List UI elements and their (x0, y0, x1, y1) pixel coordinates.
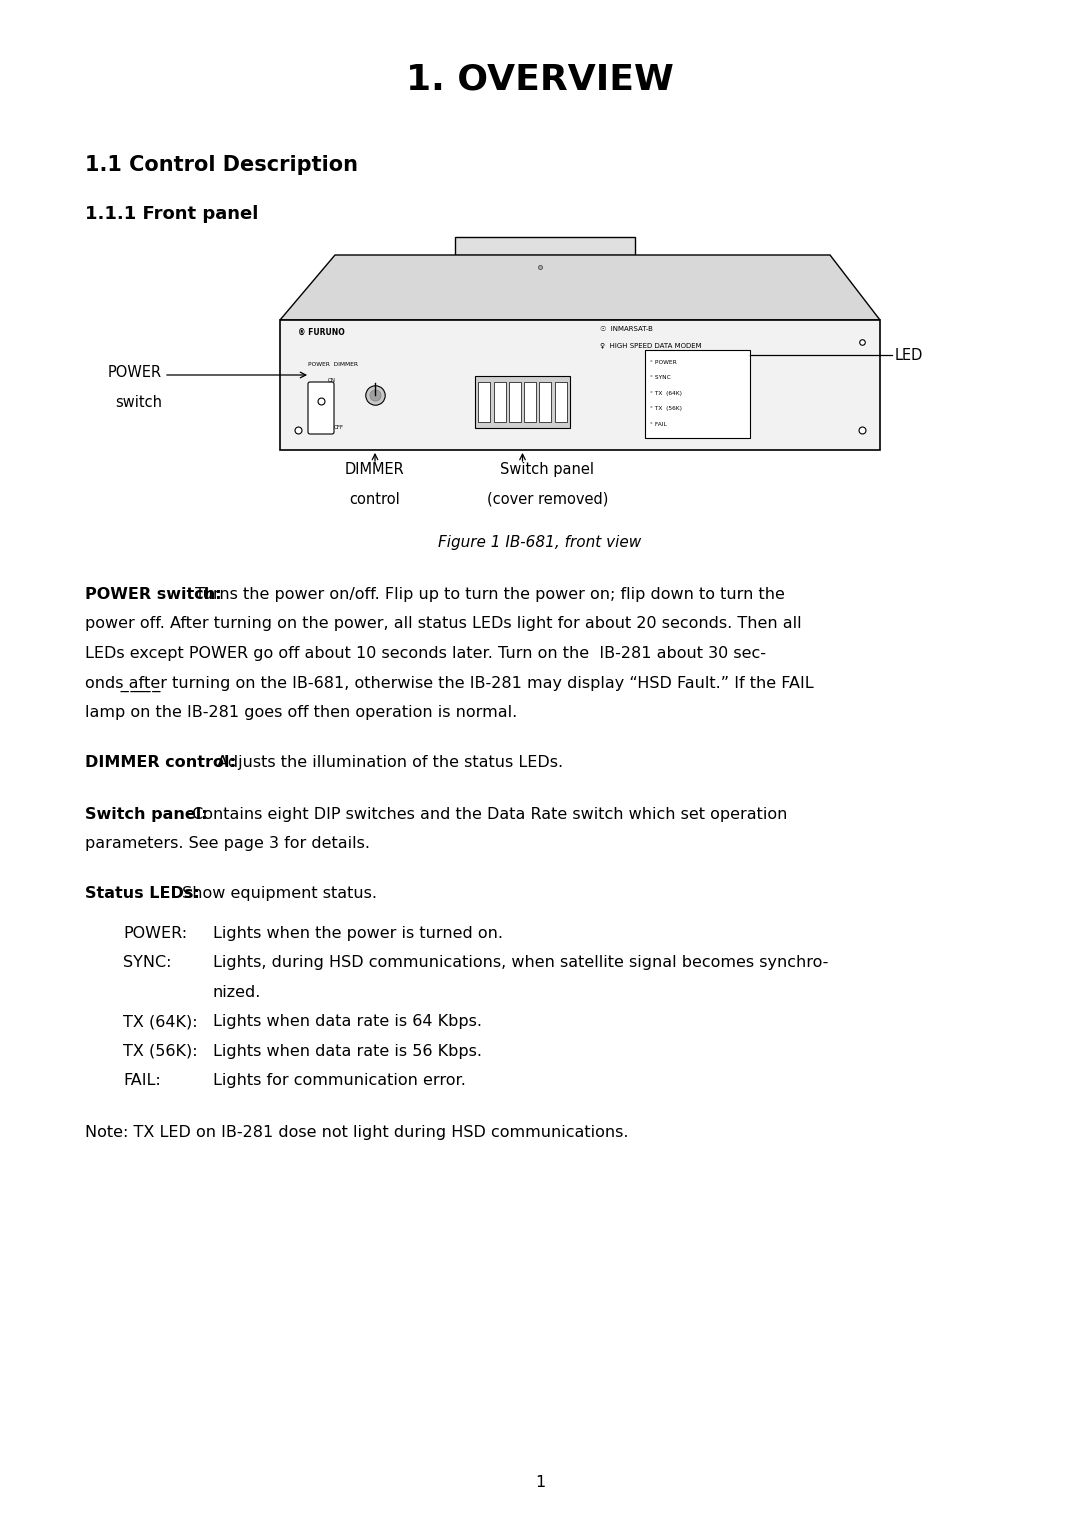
Text: Figure 1 IB-681, front view: Figure 1 IB-681, front view (438, 535, 642, 550)
Text: Switch panel: Switch panel (500, 461, 594, 477)
FancyBboxPatch shape (494, 382, 505, 422)
FancyBboxPatch shape (539, 382, 552, 422)
FancyBboxPatch shape (478, 382, 490, 422)
Text: Contains eight DIP switches and the Data Rate switch which set operation: Contains eight DIP switches and the Data… (187, 807, 787, 822)
Text: ° FAIL: ° FAIL (650, 422, 666, 426)
Text: Adjusts the illumination of the status LEDs.: Adjusts the illumination of the status L… (212, 755, 563, 770)
Text: TX (64K):: TX (64K): (123, 1015, 198, 1030)
Text: ° POWER: ° POWER (650, 361, 677, 365)
Text: parameters. See page 3 for details.: parameters. See page 3 for details. (85, 836, 370, 851)
Text: Note: TX LED on IB-281 dose not light during HSD communications.: Note: TX LED on IB-281 dose not light du… (85, 1126, 629, 1140)
Text: onds ̲a̲f̲t̲e̲r turning on the IB-681, otherwise the IB-281 may display “HSD Fau: onds ̲a̲f̲t̲e̲r turning on the IB-681, o… (85, 675, 813, 692)
Text: 1.1.1 Front panel: 1.1.1 Front panel (85, 205, 258, 223)
Text: POWER:: POWER: (123, 926, 187, 941)
Text: FAIL:: FAIL: (123, 1074, 161, 1088)
Text: POWER: POWER (108, 365, 162, 380)
Text: Switch panel:: Switch panel: (85, 807, 207, 822)
FancyBboxPatch shape (509, 382, 521, 422)
Text: 1. OVERVIEW: 1. OVERVIEW (406, 63, 674, 96)
Text: lamp on the IB-281 goes off then operation is normal.: lamp on the IB-281 goes off then operati… (85, 704, 517, 720)
Text: 1.1 Control Description: 1.1 Control Description (85, 154, 357, 176)
FancyBboxPatch shape (555, 382, 567, 422)
FancyBboxPatch shape (524, 382, 536, 422)
FancyBboxPatch shape (308, 382, 334, 434)
Text: LEDs except POWER go off about 10 seconds later. Turn on the  IB-281 about 30 se: LEDs except POWER go off about 10 second… (85, 646, 766, 662)
FancyBboxPatch shape (475, 376, 570, 428)
Text: ON: ON (328, 377, 336, 384)
Polygon shape (280, 255, 880, 319)
Text: LED: LED (895, 347, 923, 362)
Text: SYNC:: SYNC: (123, 955, 172, 970)
Text: ® FURUNO: ® FURUNO (298, 329, 345, 338)
Text: ☉  INMARSAT-B: ☉ INMARSAT-B (600, 325, 653, 332)
Text: OFF: OFF (334, 425, 345, 429)
Text: Show equipment status.: Show equipment status. (177, 886, 377, 902)
FancyBboxPatch shape (645, 350, 750, 439)
Text: ♀  HIGH SPEED DATA MODEM: ♀ HIGH SPEED DATA MODEM (600, 342, 702, 348)
Text: TX (56K):: TX (56K): (123, 1044, 198, 1059)
Text: DIMMER control:: DIMMER control: (85, 755, 235, 770)
Text: switch: switch (114, 396, 162, 410)
Text: POWER  DIMMER: POWER DIMMER (308, 362, 357, 367)
FancyBboxPatch shape (280, 319, 880, 451)
Text: power off. After turning on the power, all status LEDs light for about 20 second: power off. After turning on the power, a… (85, 616, 801, 631)
Text: 1: 1 (535, 1475, 545, 1490)
Text: Lights when the power is turned on.: Lights when the power is turned on. (213, 926, 503, 941)
Text: ° SYNC: ° SYNC (650, 376, 671, 380)
Text: Turns the power on/off. Flip up to turn the power on; flip down to turn the: Turns the power on/off. Flip up to turn … (190, 587, 785, 602)
Text: Lights for communication error.: Lights for communication error. (213, 1074, 465, 1088)
Text: ° TX  (56K): ° TX (56K) (650, 406, 681, 411)
Text: Lights, during HSD communications, when satellite signal becomes synchro-: Lights, during HSD communications, when … (213, 955, 828, 970)
Text: DIMMER: DIMMER (346, 461, 405, 477)
Text: Status LEDs:: Status LEDs: (85, 886, 200, 902)
Text: (cover removed): (cover removed) (487, 492, 608, 507)
FancyBboxPatch shape (455, 237, 635, 255)
Text: POWER switch:: POWER switch: (85, 587, 221, 602)
Text: Lights when data rate is 64 Kbps.: Lights when data rate is 64 Kbps. (213, 1015, 482, 1030)
Text: ° TX  (64K): ° TX (64K) (650, 391, 681, 396)
Text: control: control (350, 492, 401, 507)
Text: Lights when data rate is 56 Kbps.: Lights when data rate is 56 Kbps. (213, 1044, 482, 1059)
Text: nized.: nized. (213, 986, 261, 999)
